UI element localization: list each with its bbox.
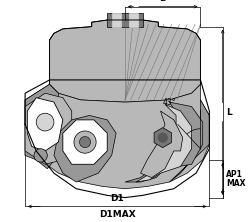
Circle shape xyxy=(36,113,54,131)
Polygon shape xyxy=(136,104,192,182)
Polygon shape xyxy=(25,93,72,164)
Text: AP1: AP1 xyxy=(226,170,243,179)
Text: L: L xyxy=(226,108,232,117)
Circle shape xyxy=(34,149,47,162)
Polygon shape xyxy=(154,128,172,148)
Text: 43°: 43° xyxy=(162,97,176,107)
Polygon shape xyxy=(170,100,209,182)
Polygon shape xyxy=(107,13,143,27)
Text: D: D xyxy=(159,0,166,3)
Polygon shape xyxy=(130,13,138,27)
Text: D1MAX: D1MAX xyxy=(99,210,136,219)
Polygon shape xyxy=(25,84,58,169)
Polygon shape xyxy=(112,13,120,27)
Circle shape xyxy=(158,133,167,142)
Polygon shape xyxy=(125,102,203,182)
Polygon shape xyxy=(54,115,116,182)
Circle shape xyxy=(80,137,90,148)
Polygon shape xyxy=(50,20,201,102)
Polygon shape xyxy=(27,98,63,151)
Polygon shape xyxy=(25,84,209,189)
Text: MAX: MAX xyxy=(226,179,246,188)
Polygon shape xyxy=(140,111,183,178)
Text: D1: D1 xyxy=(110,194,124,203)
Circle shape xyxy=(74,131,96,153)
Polygon shape xyxy=(63,120,107,164)
